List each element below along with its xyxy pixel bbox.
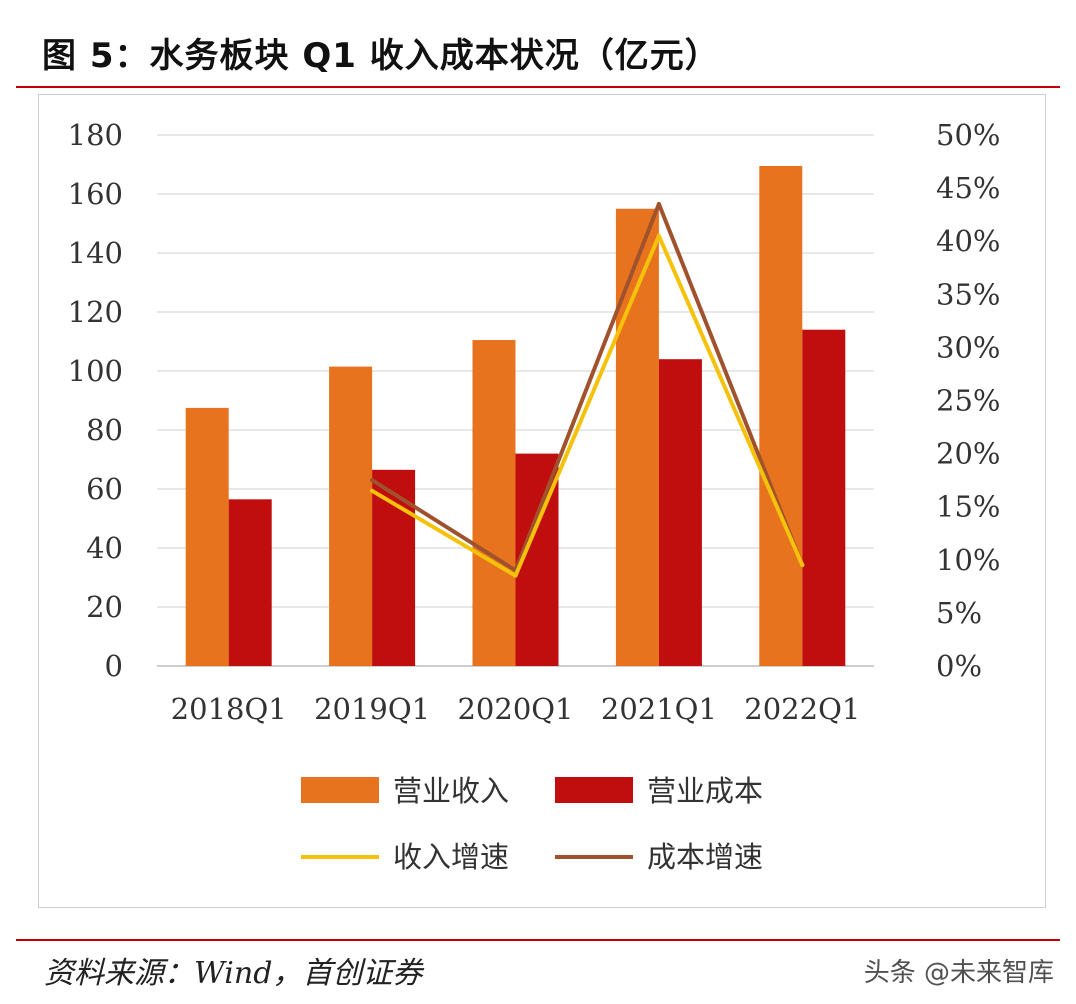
category-label: 2020Q1 <box>457 692 573 726</box>
revenue-growth-line <box>370 233 805 578</box>
legend-label: 收入增速 <box>393 840 509 874</box>
category-label: 2022Q1 <box>744 692 860 726</box>
legend-swatch <box>555 777 633 803</box>
right-axis-tick-label: 50% <box>936 118 1000 152</box>
cost-bar <box>658 359 702 666</box>
right-axis-tick-label: 35% <box>936 277 1000 311</box>
right-axis-tick-label: 40% <box>936 224 1000 258</box>
chart-frame: 0 20 40 60 80 100 120 140 160 180 0% 5% 10% 15% 20% 25%… <box>38 94 1046 908</box>
watermark: 头条 @未来智库 <box>863 958 1054 988</box>
revenue-growth-point <box>656 233 661 238</box>
right-axis-tick-label: 20% <box>936 437 1000 471</box>
left-axis-tick-label: 120 <box>68 295 123 329</box>
right-axis-tick-label: 5% <box>936 596 982 630</box>
combo-chart: 0 20 40 60 80 100 120 140 160 180 0% 5% 10% 15% 20% 25%… <box>68 118 1001 874</box>
category-label: 2018Q1 <box>171 692 287 726</box>
source-note: 资料来源：Wind，首创证券 <box>44 956 423 991</box>
right-axis-tick-label: 45% <box>936 171 1000 205</box>
cost-growth-point <box>656 202 661 207</box>
left-axis-tick-label: 100 <box>68 354 123 388</box>
right-axis-tick-label: 25% <box>936 384 1000 418</box>
category-label: 2019Q1 <box>314 692 430 726</box>
right-axis-tick-label: 10% <box>936 543 1000 577</box>
left-axis-tick-label: 0 <box>105 649 123 683</box>
left-axis-tick-label: 80 <box>86 413 123 447</box>
cost-growth-point <box>370 478 375 483</box>
bottom-rule <box>16 939 1060 941</box>
right-axis-tick-label: 0% <box>936 649 982 683</box>
cost-bar <box>228 499 272 666</box>
cost-bar <box>372 469 416 666</box>
revenue-bar <box>472 340 516 666</box>
revenue-growth-point <box>370 488 375 493</box>
legend-swatch <box>301 777 379 803</box>
legend-label: 成本增速 <box>647 840 763 874</box>
cost-bar <box>802 329 846 666</box>
left-axis-tick-label: 180 <box>68 118 123 152</box>
right-axis-tick-label: 15% <box>936 490 1000 524</box>
left-axis-tick-label: 60 <box>86 472 123 506</box>
left-axis-tick-label: 140 <box>68 236 123 270</box>
revenue-growth-point <box>800 563 805 568</box>
left-axis-tick-label: 20 <box>86 590 123 624</box>
revenue-bar <box>759 165 803 666</box>
legend-label: 营业收入 <box>393 774 509 808</box>
category-label: 2021Q1 <box>601 692 717 726</box>
legend-label: 营业成本 <box>647 774 763 808</box>
cost-growth-line <box>370 202 805 573</box>
revenue-growth-point <box>513 573 518 578</box>
revenue-bar <box>329 366 373 666</box>
left-axis-tick-label: 160 <box>68 177 123 211</box>
revenue-bar <box>185 407 229 666</box>
revenue-bar <box>615 208 659 666</box>
figure-title: 图 5：水务板块 Q1 收入成本状况（亿元） <box>42 36 720 76</box>
right-axis-tick-label: 30% <box>936 330 1000 364</box>
top-rule <box>16 86 1060 88</box>
left-axis-tick-label: 40 <box>86 531 123 565</box>
